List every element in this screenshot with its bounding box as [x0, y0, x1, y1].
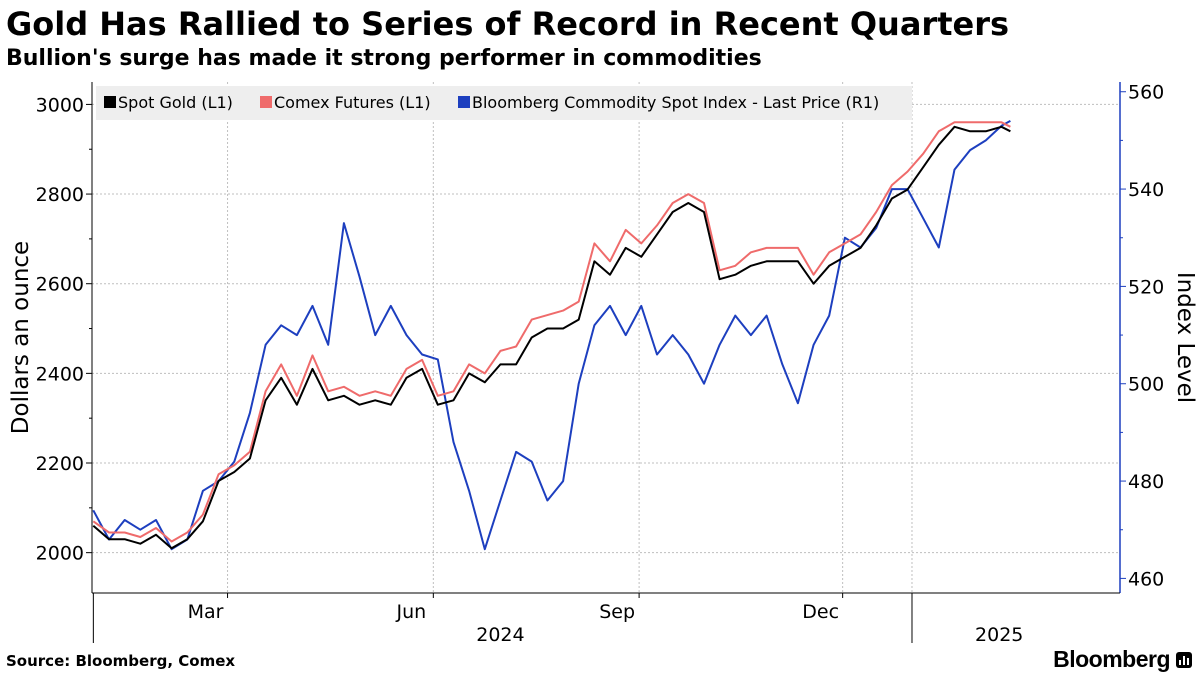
brand-logo-text: Bloomberg [1053, 646, 1170, 672]
right-axis-tick-label: 480 [1128, 471, 1164, 493]
chart-subtitle: Bullion's surge has made it strong perfo… [6, 46, 762, 71]
x-axis-month-label: Sep [599, 601, 635, 623]
spot-gold-line [92, 125, 1011, 550]
bcom-index-line [92, 120, 1011, 551]
left-axis-tick-label: 2200 [36, 453, 84, 475]
comex-futures-line [92, 121, 1011, 543]
right-axis-tick-label: 540 [1128, 179, 1164, 201]
legend-background [96, 86, 912, 120]
left-axis-tick-label: 3000 [36, 94, 84, 116]
legend-comex-futures-swatch [260, 96, 272, 108]
legend-spot-gold-label: Spot Gold (L1) [118, 93, 233, 112]
x-axis-year-label: 2025 [975, 624, 1023, 646]
legend-bcom-index-swatch [458, 96, 470, 108]
source-note: Source: Bloomberg, Comex [6, 652, 236, 670]
left-axis-tick-label: 2400 [36, 363, 84, 385]
left-axis-tick-label: 2800 [36, 184, 84, 206]
legend-comex-futures-label: Comex Futures (L1) [274, 93, 431, 112]
x-axis-month-label: Mar [188, 601, 224, 623]
brand: Bloomberg [1053, 646, 1192, 673]
legend-bcom-index-label: Bloomberg Commodity Spot Index - Last Pr… [472, 93, 879, 112]
left-axis-title: Dollars an ounce [8, 241, 34, 434]
left-axis-tick-label: 2600 [36, 274, 84, 296]
right-axis-tick-label: 460 [1128, 568, 1164, 590]
x-axis-month-label: Jun [395, 601, 426, 623]
right-axis-title: Index Level [1172, 272, 1198, 403]
right-axis-tick-label: 560 [1128, 82, 1164, 104]
bar-chart-icon [1176, 651, 1192, 668]
chart-title: Gold Has Rallied to Series of Record in … [6, 5, 1010, 43]
legend-spot-gold-swatch [104, 96, 116, 108]
right-axis-tick-label: 520 [1128, 276, 1164, 298]
left-axis-tick-label: 2000 [36, 543, 84, 565]
right-axis-tick-label: 500 [1128, 374, 1164, 396]
x-axis-year-label: 2024 [476, 624, 524, 646]
x-axis-month-label: Dec [802, 601, 839, 623]
